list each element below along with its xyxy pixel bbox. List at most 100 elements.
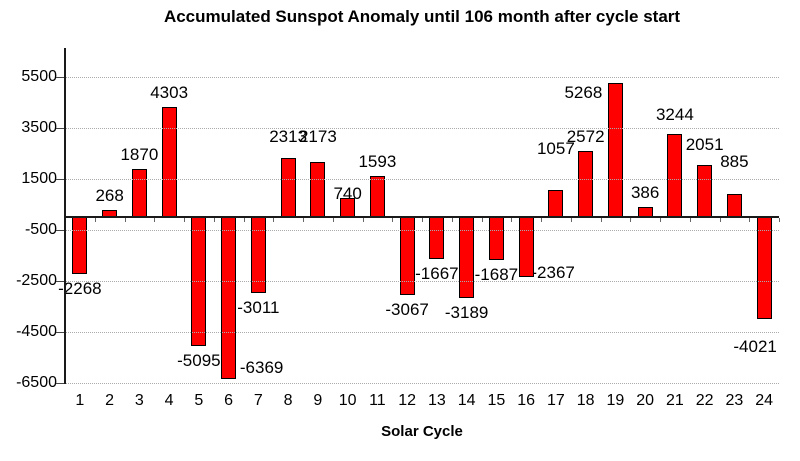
y-axis-tick: [56, 280, 65, 282]
bar-value-label: 1057: [536, 138, 575, 158]
bar-value-label: -6369: [239, 357, 284, 377]
bar-value-label: 2313: [269, 126, 308, 146]
gridline: [66, 127, 779, 129]
x-axis-tick: [243, 217, 245, 222]
bar: [607, 82, 623, 217]
y-tick-label: -2500: [16, 271, 57, 289]
gridline: [66, 382, 779, 384]
bar-value-label: 885: [720, 151, 749, 171]
bar-value-label: -2367: [531, 262, 575, 282]
bar: [548, 190, 564, 217]
gridline: [66, 280, 779, 282]
x-axis-tick: [154, 217, 156, 222]
x-category-label: 11: [369, 392, 386, 409]
bar: [756, 216, 772, 320]
bar: [280, 158, 296, 217]
x-axis-tick: [184, 217, 185, 222]
x-category-label: 10: [338, 392, 357, 409]
bar: [459, 216, 475, 298]
bar-value-label: -3189: [444, 302, 489, 322]
x-category-label: 14: [457, 392, 476, 409]
x-axis-tick: [332, 217, 334, 222]
x-category-label: 18: [576, 392, 595, 409]
y-tick-label: 1500: [21, 169, 57, 187]
bar: [399, 216, 415, 295]
x-axis-tick: [541, 217, 542, 222]
gridline: [66, 331, 779, 333]
x-axis-tick: [719, 217, 721, 222]
bar: [250, 216, 266, 294]
bar: [340, 198, 356, 217]
x-category-label: 6: [224, 392, 234, 409]
y-axis-tick: [56, 127, 65, 129]
bar-value-label: 5268: [564, 83, 603, 103]
x-axis-tick: [689, 217, 691, 222]
x-axis-tick: [630, 217, 632, 222]
x-category-label: 23: [725, 392, 744, 409]
bar-value-label: -2268: [58, 279, 102, 299]
x-category-label: 17: [546, 392, 565, 409]
bar: [72, 216, 88, 275]
bar-value-label: -3011: [237, 298, 280, 318]
bar-value-label: 740: [333, 183, 362, 203]
y-axis-tick: [56, 178, 65, 180]
x-axis-title: Solar Cycle: [381, 423, 463, 440]
x-axis-tick: [481, 217, 483, 222]
x-axis-tick: [600, 217, 602, 222]
x-category-label: 2: [105, 392, 115, 409]
bar-value-label: -3067: [385, 299, 429, 319]
bar: [488, 216, 504, 260]
x-category-label: 21: [665, 392, 684, 409]
y-tick-label: 5500: [21, 67, 57, 85]
y-tick-label: -500: [24, 220, 57, 238]
x-category-label: 7: [253, 392, 263, 409]
x-category-label: 5: [194, 392, 204, 409]
bar: [697, 164, 713, 217]
y-axis-tick: [56, 382, 65, 384]
x-category-label: 1: [75, 392, 85, 409]
x-axis-tick: [749, 217, 751, 222]
x-axis-tick: [511, 217, 513, 222]
gridline: [66, 76, 779, 78]
x-axis-tick: [392, 217, 394, 222]
bar: [310, 161, 326, 217]
x-category-label: 15: [487, 392, 506, 409]
y-tick-label: -4500: [16, 322, 57, 340]
x-category-label: 19: [606, 392, 625, 409]
bar-value-label: -1667: [415, 264, 459, 283]
x-category-label: 12: [398, 392, 417, 409]
x-category-label: 8: [283, 392, 293, 409]
x-axis-tick: [422, 217, 423, 222]
y-axis-tick: [56, 76, 65, 78]
bar-value-label: 1593: [358, 151, 397, 171]
bar-value-label: 3244: [655, 104, 694, 124]
bar-value-label: -5095: [177, 351, 221, 371]
bar: [726, 194, 742, 217]
x-category-label: 22: [695, 392, 714, 409]
x-axis-tick: [124, 217, 126, 222]
chart-title: Accumulated Sunspot Anomaly until 106 mo…: [163, 7, 681, 26]
x-axis-tick: [451, 217, 453, 222]
y-axis-tick: [56, 229, 65, 231]
y-tick-label: -6500: [16, 373, 57, 391]
x-axis-tick: [362, 217, 364, 222]
bar: [667, 134, 683, 217]
x-axis-tick: [303, 217, 304, 222]
gridline: [66, 178, 779, 180]
gridline: [66, 229, 779, 231]
x-axis-tick: [273, 217, 275, 222]
x-axis-tick: [213, 217, 215, 222]
bar-value-label: 2173: [298, 127, 337, 147]
bar-value-label: 386: [630, 182, 660, 202]
x-axis-tick: [660, 217, 661, 222]
bar-value-label: 2051: [685, 135, 724, 155]
bar: [578, 151, 594, 217]
x-axis-tick: [94, 217, 96, 222]
y-tick-label: 3500: [21, 118, 57, 136]
x-category-label: 3: [134, 392, 144, 409]
y-axis-tick: [56, 331, 65, 333]
bar-value-label: 2572: [566, 126, 605, 146]
x-category-label: 16: [517, 392, 536, 409]
bar-value-label: -4021: [733, 337, 777, 357]
